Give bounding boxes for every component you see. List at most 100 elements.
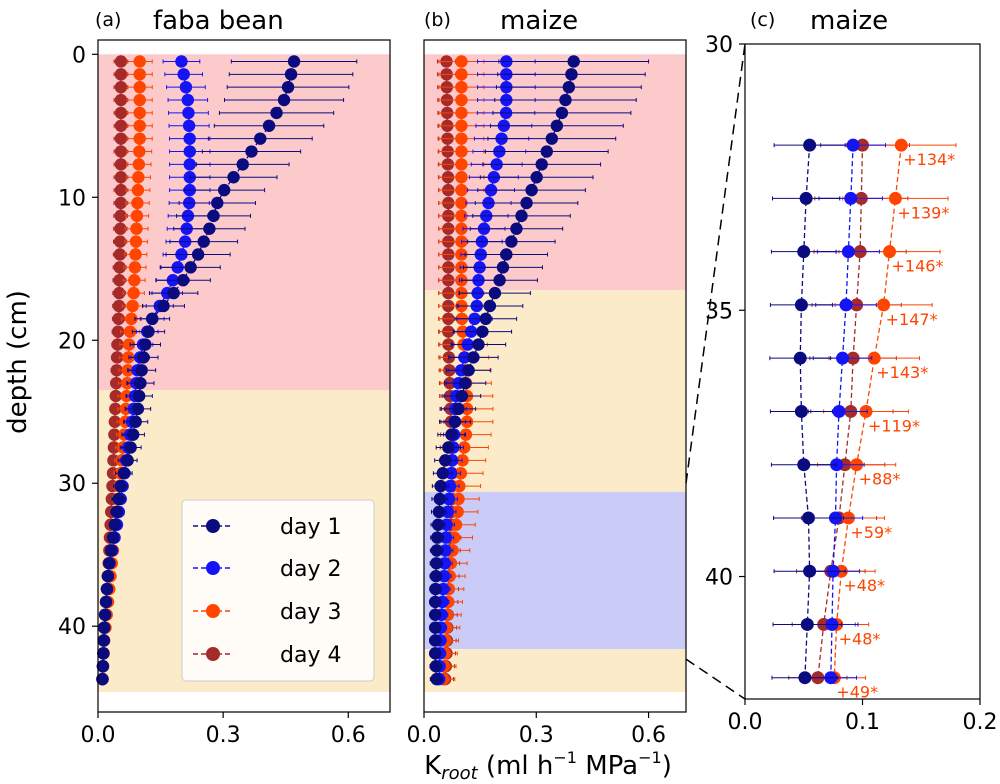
data-point [114, 171, 128, 184]
data-point [97, 647, 110, 660]
legend-entry-day3: day 3 [193, 600, 341, 625]
data-point [832, 404, 846, 418]
data-point [429, 634, 442, 647]
data-point [110, 351, 124, 364]
legend-frame [181, 499, 375, 682]
data-point [429, 660, 443, 673]
data-point [111, 325, 125, 338]
data-point [133, 106, 146, 120]
data-point [467, 351, 480, 364]
data-point [431, 518, 445, 531]
data-point [114, 222, 127, 235]
data-point [197, 235, 210, 248]
data-point [114, 80, 128, 94]
data-point [135, 364, 148, 377]
data-point [483, 299, 497, 313]
data-point [803, 564, 817, 578]
band-beige [424, 649, 686, 692]
increase-annotation: +48* [839, 629, 881, 648]
x-axis-label-exp1: −1 [553, 748, 577, 767]
data-point [236, 158, 249, 171]
x-axis-label-close: ) [662, 751, 672, 781]
data-point [128, 274, 141, 287]
data-point [830, 458, 844, 472]
data-point [114, 145, 128, 158]
series-day1 [769, 138, 846, 685]
panel-c-title: maize [810, 6, 888, 36]
data-point [110, 505, 123, 519]
data-point [888, 191, 902, 205]
data-point [452, 492, 465, 506]
data-point [133, 119, 146, 132]
data-point [455, 145, 468, 158]
panel-frame [97, 39, 391, 713]
data-point [562, 80, 576, 94]
data-point [797, 245, 811, 259]
data-point [131, 402, 145, 416]
data-point [449, 518, 463, 531]
series-day1 [96, 55, 358, 686]
data-point [442, 492, 456, 506]
data-point [455, 171, 468, 184]
data-point [111, 338, 124, 351]
x-tick-label: 0.6 [631, 723, 666, 748]
legend-marker-day4 [206, 647, 220, 661]
data-point [436, 467, 450, 480]
series-day1 [429, 55, 650, 686]
data-point [108, 518, 122, 531]
data-point [182, 119, 196, 132]
data-point [113, 235, 127, 248]
data-point [441, 505, 454, 519]
increase-annotation: +146* [892, 257, 944, 276]
data-point [175, 55, 188, 68]
data-point [797, 458, 811, 472]
data-point [434, 479, 447, 493]
x-axis-label-exp2: −1 [638, 748, 662, 767]
data-point [510, 222, 523, 235]
data-point [455, 80, 468, 94]
data-point [129, 415, 142, 428]
increase-annotation: +59* [850, 523, 892, 542]
data-point [167, 286, 180, 300]
data-point [133, 93, 146, 107]
panel-c-letter: (c) [750, 9, 775, 31]
data-point [451, 505, 464, 519]
data-point [110, 376, 123, 390]
data-point [114, 93, 128, 107]
band-pink [424, 54, 686, 291]
data-point [431, 531, 444, 544]
data-point [113, 261, 126, 274]
data-point [129, 235, 143, 248]
data-point [455, 55, 468, 68]
x-axis-label-rest: (ml h [478, 751, 554, 781]
data-point [132, 171, 145, 184]
data-point [429, 582, 442, 596]
data-point [183, 132, 196, 145]
data-point [287, 55, 301, 68]
data-point [183, 158, 196, 171]
data-point [182, 106, 195, 120]
data-point [500, 248, 513, 261]
data-point [96, 672, 109, 686]
data-point [567, 55, 580, 68]
legend-marker-day2 [206, 561, 220, 575]
data-point [133, 55, 146, 68]
data-point [535, 158, 548, 171]
legend-label-day1: day 1 [280, 515, 341, 540]
data-point [458, 441, 471, 454]
y-tick-label: 20 [58, 329, 86, 354]
zoom-connector [685, 43, 746, 484]
data-point [445, 428, 458, 441]
y-tick-label: 40 [58, 615, 86, 640]
data-point [430, 672, 443, 686]
data-point [114, 158, 128, 171]
data-point [125, 312, 138, 326]
increase-annotation: +119* [868, 416, 920, 435]
legend-marker-day1 [206, 519, 220, 533]
data-point [126, 428, 140, 441]
y-tick-label: 0 [72, 43, 86, 68]
data-point [458, 376, 472, 390]
data-point [97, 634, 110, 647]
increase-annotation: +139* [897, 203, 949, 222]
data-point [455, 158, 468, 171]
